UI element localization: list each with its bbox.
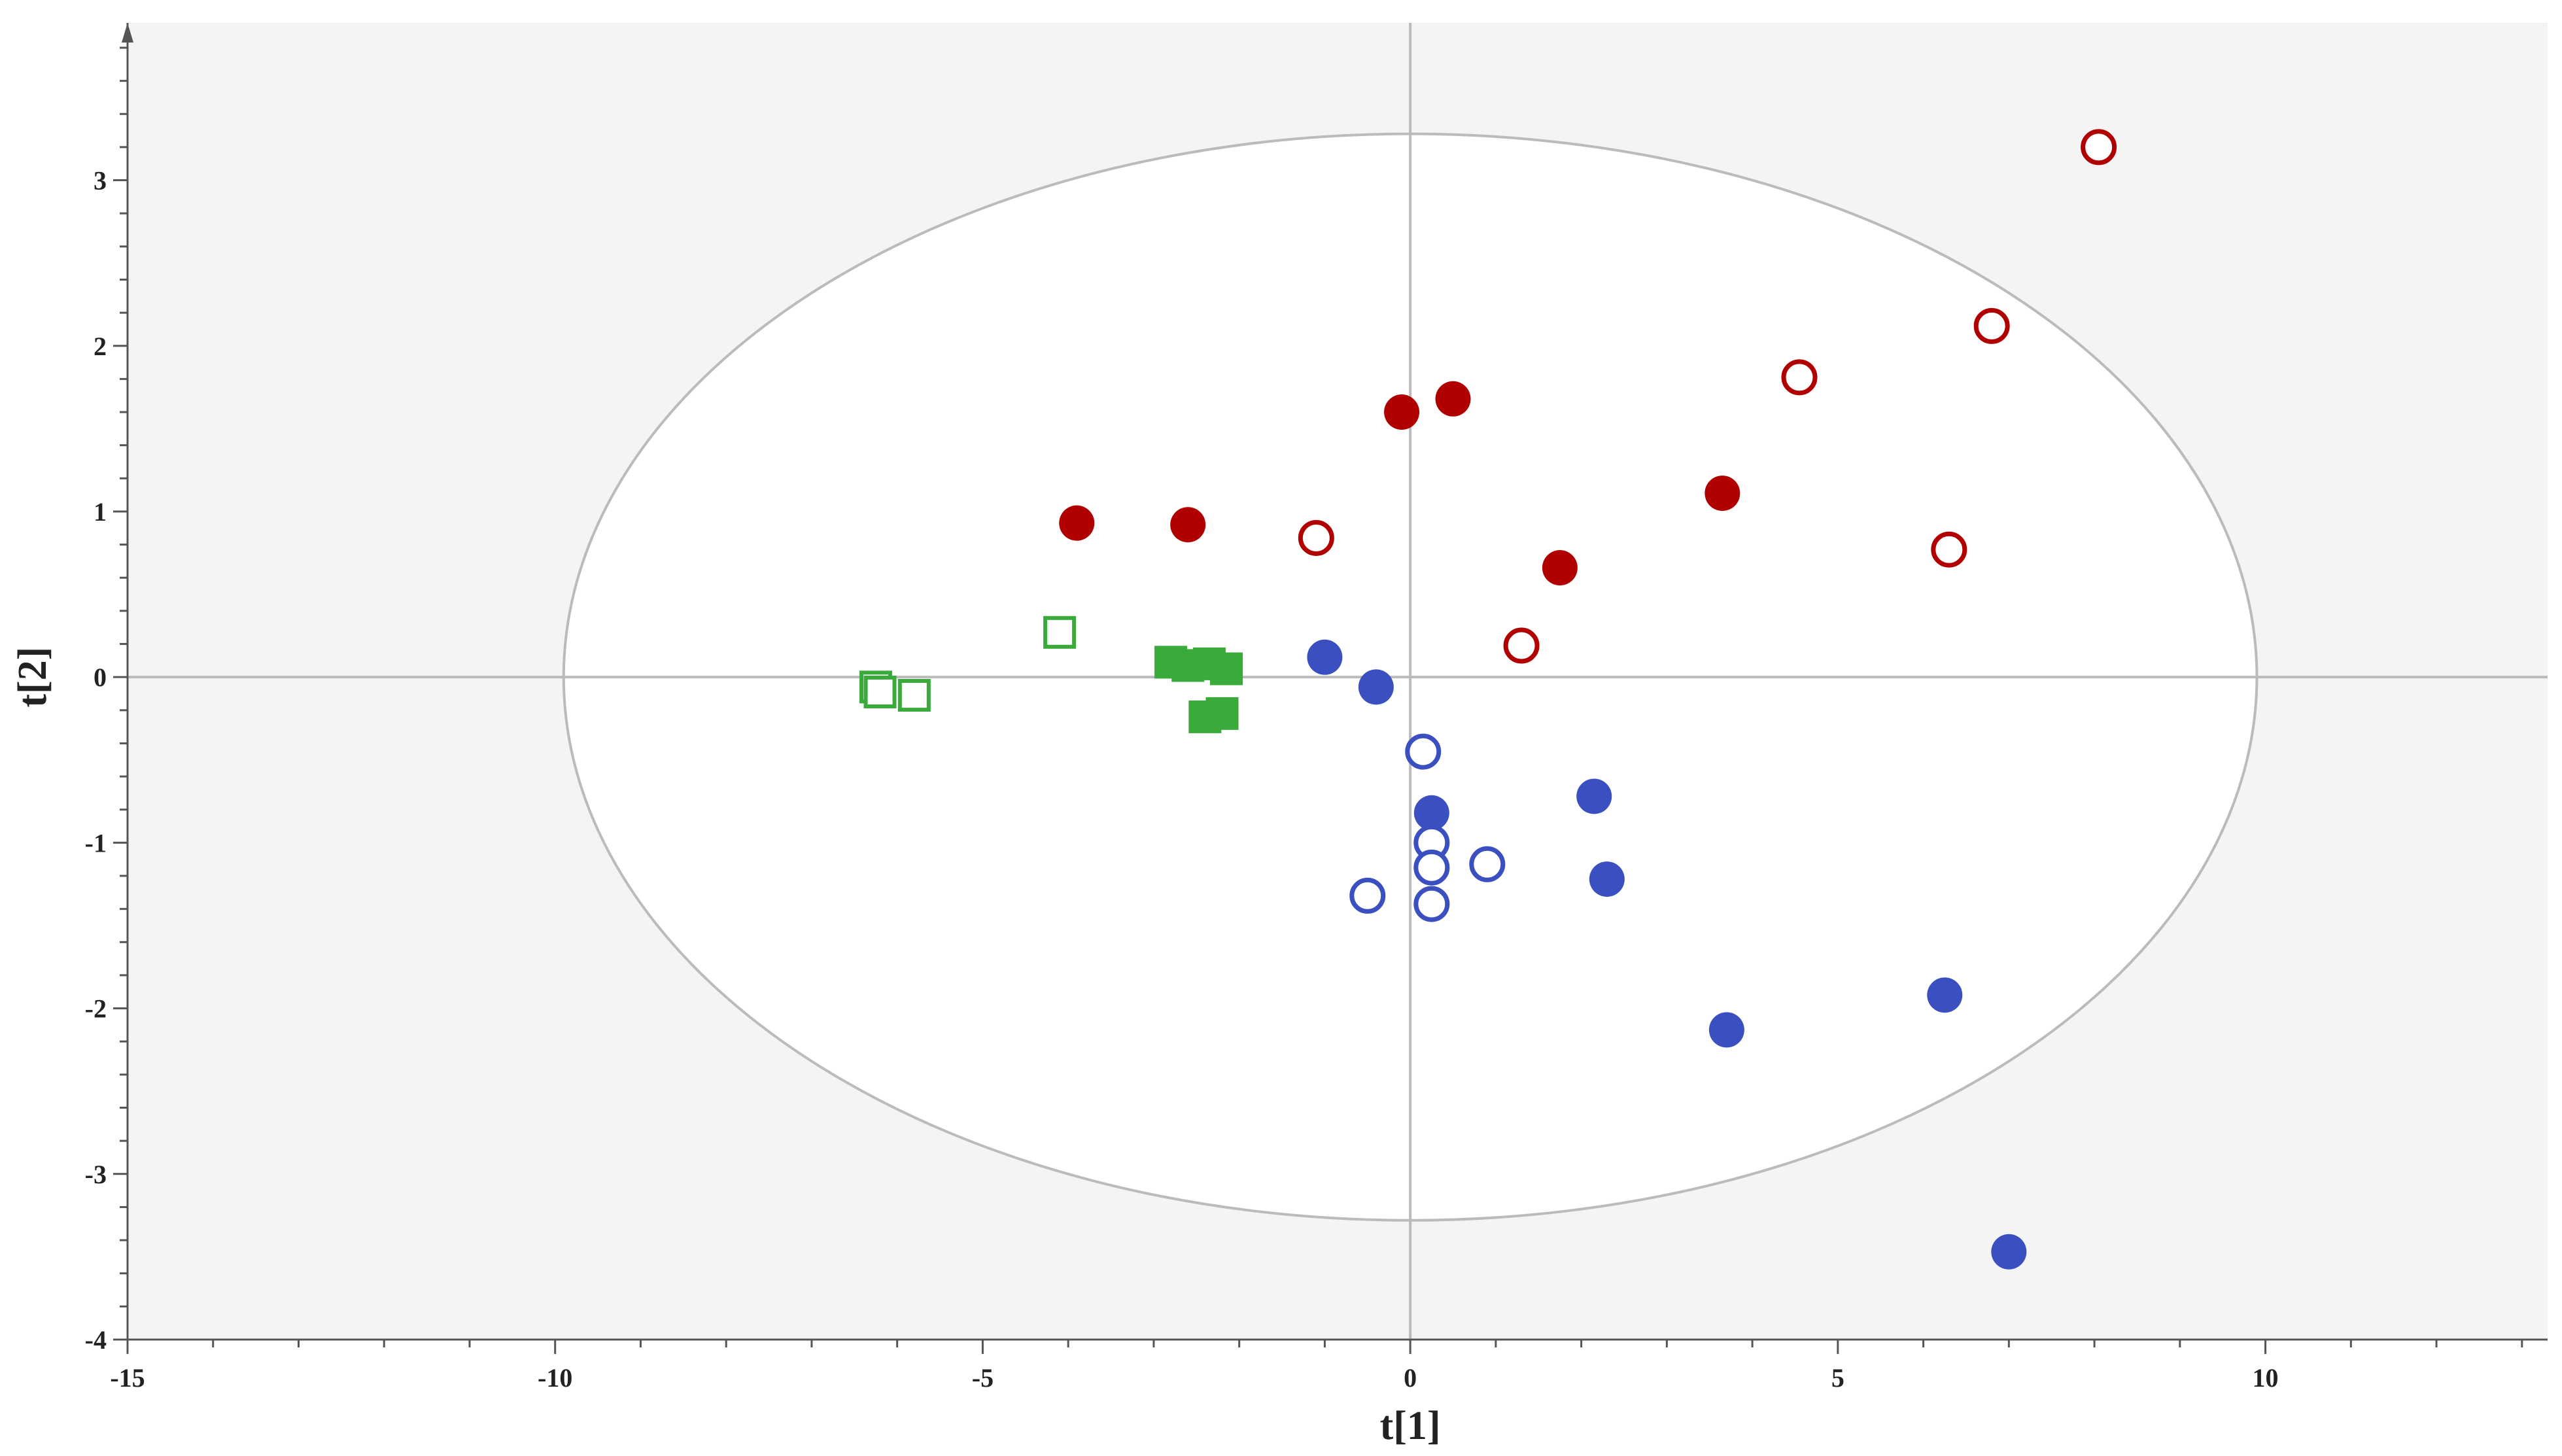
data-point-circle-filled	[1708, 1012, 1744, 1048]
data-point-circle-filled	[1589, 861, 1625, 897]
y-tick-label: 3	[94, 166, 107, 196]
data-point-square-open	[863, 675, 897, 708]
x-axis-title: t[1]	[1380, 1404, 1441, 1448]
y-tick-label: 0	[94, 663, 107, 692]
data-point-circle-open	[1413, 886, 1450, 922]
data-point-square-filled	[1210, 652, 1243, 685]
data-point-circle-open	[1298, 519, 1334, 556]
data-point-circle-filled	[1705, 476, 1740, 511]
data-point-circle-open	[1469, 846, 1506, 882]
data-point-circle-filled	[1542, 550, 1578, 586]
data-point-circle-filled	[1991, 1234, 2027, 1270]
data-point-square-open	[1043, 615, 1077, 649]
data-point-circle-filled	[1059, 505, 1095, 541]
y-tick-label: 1	[94, 497, 107, 527]
x-tick-label: -10	[538, 1363, 572, 1393]
data-point-circle-open	[1413, 849, 1450, 886]
data-point-circle-filled	[1413, 795, 1449, 831]
x-tick-label: 10	[2253, 1363, 2279, 1393]
y-tick-label: -2	[85, 994, 107, 1024]
data-point-circle-open	[1405, 733, 1442, 770]
data-point-circle-filled	[1576, 778, 1612, 814]
data-point-square-open	[897, 679, 931, 712]
x-tick-label: -5	[972, 1363, 994, 1393]
data-point-circle-open	[1503, 627, 1540, 664]
data-point-circle-open	[1931, 531, 1967, 568]
data-point-circle-open	[1781, 359, 1818, 396]
y-axis-arrow	[122, 23, 133, 43]
y-axis-title: t[2]	[10, 647, 55, 708]
y-tick-label: -4	[85, 1325, 107, 1355]
x-tick-label: 5	[1831, 1363, 1844, 1393]
data-point-circle-open	[2081, 129, 2117, 165]
x-tick-label: -15	[110, 1363, 145, 1393]
data-points	[859, 129, 2117, 1270]
y-tick-label: 2	[94, 332, 107, 361]
data-point-circle-open	[1973, 307, 2010, 344]
y-tick-label: -1	[85, 828, 107, 858]
data-point-circle-open	[1349, 877, 1386, 914]
x-tick-label: 0	[1404, 1363, 1417, 1393]
data-point-circle-filled	[1307, 639, 1343, 675]
data-point-circle-filled	[1170, 507, 1206, 543]
axis-ticks	[113, 46, 2523, 1354]
data-point-circle-filled	[1435, 381, 1471, 417]
data-point-circle-filled	[1358, 669, 1394, 705]
y-tick-label: -3	[85, 1160, 107, 1189]
data-point-circle-filled	[1384, 394, 1420, 430]
data-point-square-filled	[1205, 697, 1239, 730]
data-point-circle-filled	[1927, 977, 1963, 1013]
